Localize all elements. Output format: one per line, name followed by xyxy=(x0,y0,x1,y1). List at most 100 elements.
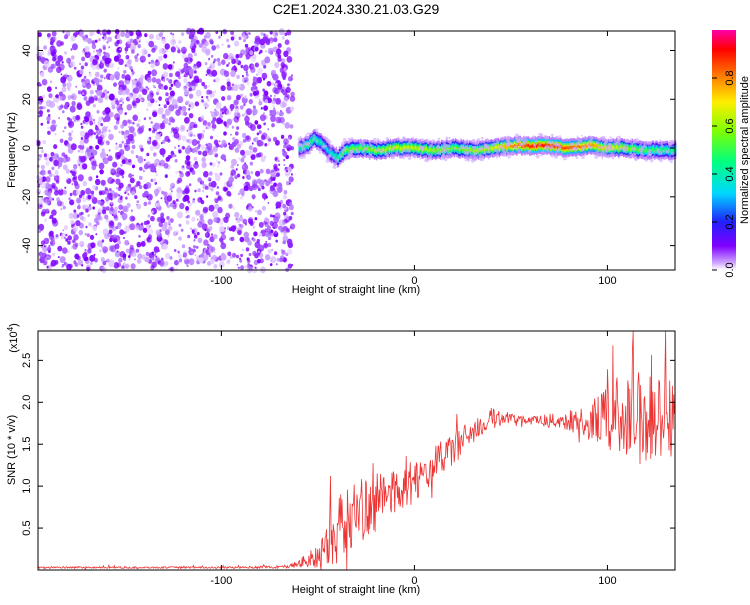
spectrogram-noise-cell xyxy=(66,82,72,88)
spectrogram-noise-cell xyxy=(191,170,196,175)
spectrogram-noise-cell xyxy=(153,246,160,253)
spectrogram-ridge-cell xyxy=(496,145,498,149)
spectrogram-noise-cell xyxy=(170,131,173,134)
spectrogram-noise-cell xyxy=(91,164,97,171)
spectrogram-noise-cell xyxy=(246,108,253,116)
spectrogram-ridge-cell xyxy=(299,146,301,150)
spectrogram-noise-cell xyxy=(236,263,239,266)
spectrogram-noise-cell xyxy=(290,211,294,216)
spectrogram-noise-cell xyxy=(199,197,203,201)
spectrogram-noise-cell xyxy=(234,147,240,153)
spectrogram-noise-cell xyxy=(142,227,148,233)
spectrogram-noise-cell xyxy=(219,237,224,243)
spectrogram-noise-cell xyxy=(54,170,59,175)
spectrogram-noise-cell xyxy=(86,147,90,153)
spectrogram-noise-cell xyxy=(169,218,174,223)
spectrogram-noise-cell xyxy=(282,194,288,200)
spectrogram-ridge-cell xyxy=(427,149,429,153)
spectrogram-noise-cell xyxy=(221,59,226,65)
spectrogram-noise-cell xyxy=(129,126,135,133)
spectrogram-ridge-speck xyxy=(616,136,619,139)
spectrogram-ridge-speck xyxy=(563,142,565,145)
spectrogram-ridge-speck xyxy=(419,145,423,149)
spectrogram-noise-cell xyxy=(94,71,100,78)
spectrogram-noise-cell xyxy=(121,175,125,179)
spectrogram-noise-cell xyxy=(252,138,257,142)
spectrogram-noise-cell xyxy=(214,90,217,93)
spectrogram-ridge-cell xyxy=(669,149,671,153)
spectrogram-noise-cell xyxy=(202,206,209,213)
spectrogram-noise-cell xyxy=(72,176,76,181)
spectrogram-noise-cell xyxy=(108,188,112,192)
spectrogram-noise-cell xyxy=(272,104,275,108)
spectrogram-ridge-speck xyxy=(445,136,449,140)
spectrogram-noise-cell xyxy=(99,59,102,62)
spectrogram-noise-cell xyxy=(85,208,89,213)
spectrogram-ridge-cell xyxy=(326,148,328,151)
spectrogram-ridge-speck xyxy=(320,141,323,144)
spectrogram-noise-cell xyxy=(258,52,261,55)
spectrogram-noise-cell xyxy=(180,46,187,54)
spectrogram-noise-cell xyxy=(240,253,244,258)
spectrogram-noise-cell xyxy=(128,255,131,259)
spectrogram-noise-cell xyxy=(211,111,218,119)
spectrogram-noise-cell xyxy=(265,168,271,175)
spectrogram-noise-cell xyxy=(284,166,288,170)
spectrogram-ridge-speck xyxy=(669,141,673,146)
spectrogram-ridge-speck xyxy=(603,143,607,147)
spectrogram-noise-cell xyxy=(178,236,182,241)
spectrogram-noise-cell xyxy=(264,217,269,222)
spectrogram-noise-cell xyxy=(289,52,292,55)
spectrogram-noise-cell xyxy=(153,122,160,130)
spectrogram-noise-cell xyxy=(151,210,154,214)
spectrogram-ridge-speck xyxy=(419,152,422,155)
spectrogram-noise-cell xyxy=(283,138,289,146)
spectrogram-noise-cell xyxy=(43,105,47,110)
spectrogram-noise-cell xyxy=(210,187,214,192)
spectrogram-noise-cell xyxy=(111,104,116,110)
spectrogram-noise-cell xyxy=(119,196,123,201)
spectrogram-noise-cell xyxy=(42,94,46,99)
spectrogram-noise-cell xyxy=(114,41,119,47)
spectrogram-noise-cell xyxy=(52,56,57,62)
spectrogram-noise-cell xyxy=(78,145,82,149)
spectrogram-ridge-cell xyxy=(504,144,506,148)
spectrogram-noise-cell xyxy=(93,77,98,83)
spectrogram-noise-cell xyxy=(71,183,74,186)
spectrogram-ridge-cell xyxy=(595,144,597,148)
spectrogram-noise-cell xyxy=(55,60,61,67)
spectrogram-noise-cell xyxy=(237,229,242,236)
spectrogram-ridge-speck xyxy=(406,148,411,153)
spectrogram-noise-cell xyxy=(256,132,260,136)
spectrogram-noise-cell xyxy=(153,152,157,157)
spectrogram-noise-cell xyxy=(46,109,50,113)
spectrogram-noise-cell xyxy=(260,134,266,141)
spectrogram-ridge-speck xyxy=(506,142,511,147)
spectrogram-noise-cell xyxy=(190,227,193,230)
spectrogram-ridge-speck xyxy=(643,156,648,161)
spectrogram-noise-cell xyxy=(62,130,65,133)
spectrogram-ridge-cell xyxy=(643,149,645,152)
spectrogram-ridge-speck xyxy=(300,150,303,154)
spectrogram-noise-cell xyxy=(193,63,197,67)
spectrogram-noise-cell xyxy=(202,129,206,134)
spectrogram-noise-cell xyxy=(195,40,200,45)
spectrogram-noise-cell xyxy=(158,104,161,107)
spectrogram-ridge-speck xyxy=(333,162,337,166)
spectrogram-noise-cell xyxy=(63,140,69,146)
spectrogram-noise-cell xyxy=(188,87,192,92)
spectrogram-ridge-cell xyxy=(483,148,486,152)
spectrogram-noise-cell xyxy=(185,155,191,161)
spectrogram-noise-cell xyxy=(101,126,108,133)
spectrogram-noise-cell xyxy=(175,198,179,202)
spectrogram-noise-cell xyxy=(274,230,278,235)
spectrogram-noise-cell xyxy=(49,157,53,162)
spectrogram-noise-cell xyxy=(158,96,163,101)
spectrogram-ridge-cell xyxy=(438,148,440,152)
spectrogram-noise-cell xyxy=(196,231,200,236)
spectrogram-noise-cell xyxy=(191,85,195,90)
spectrogram-noise-cell xyxy=(114,29,120,35)
snr-x-axis-label: Height of straight line (km) xyxy=(292,584,420,596)
spectrogram-noise-cell xyxy=(91,43,97,50)
spectrogram-noise-cell xyxy=(118,58,124,66)
